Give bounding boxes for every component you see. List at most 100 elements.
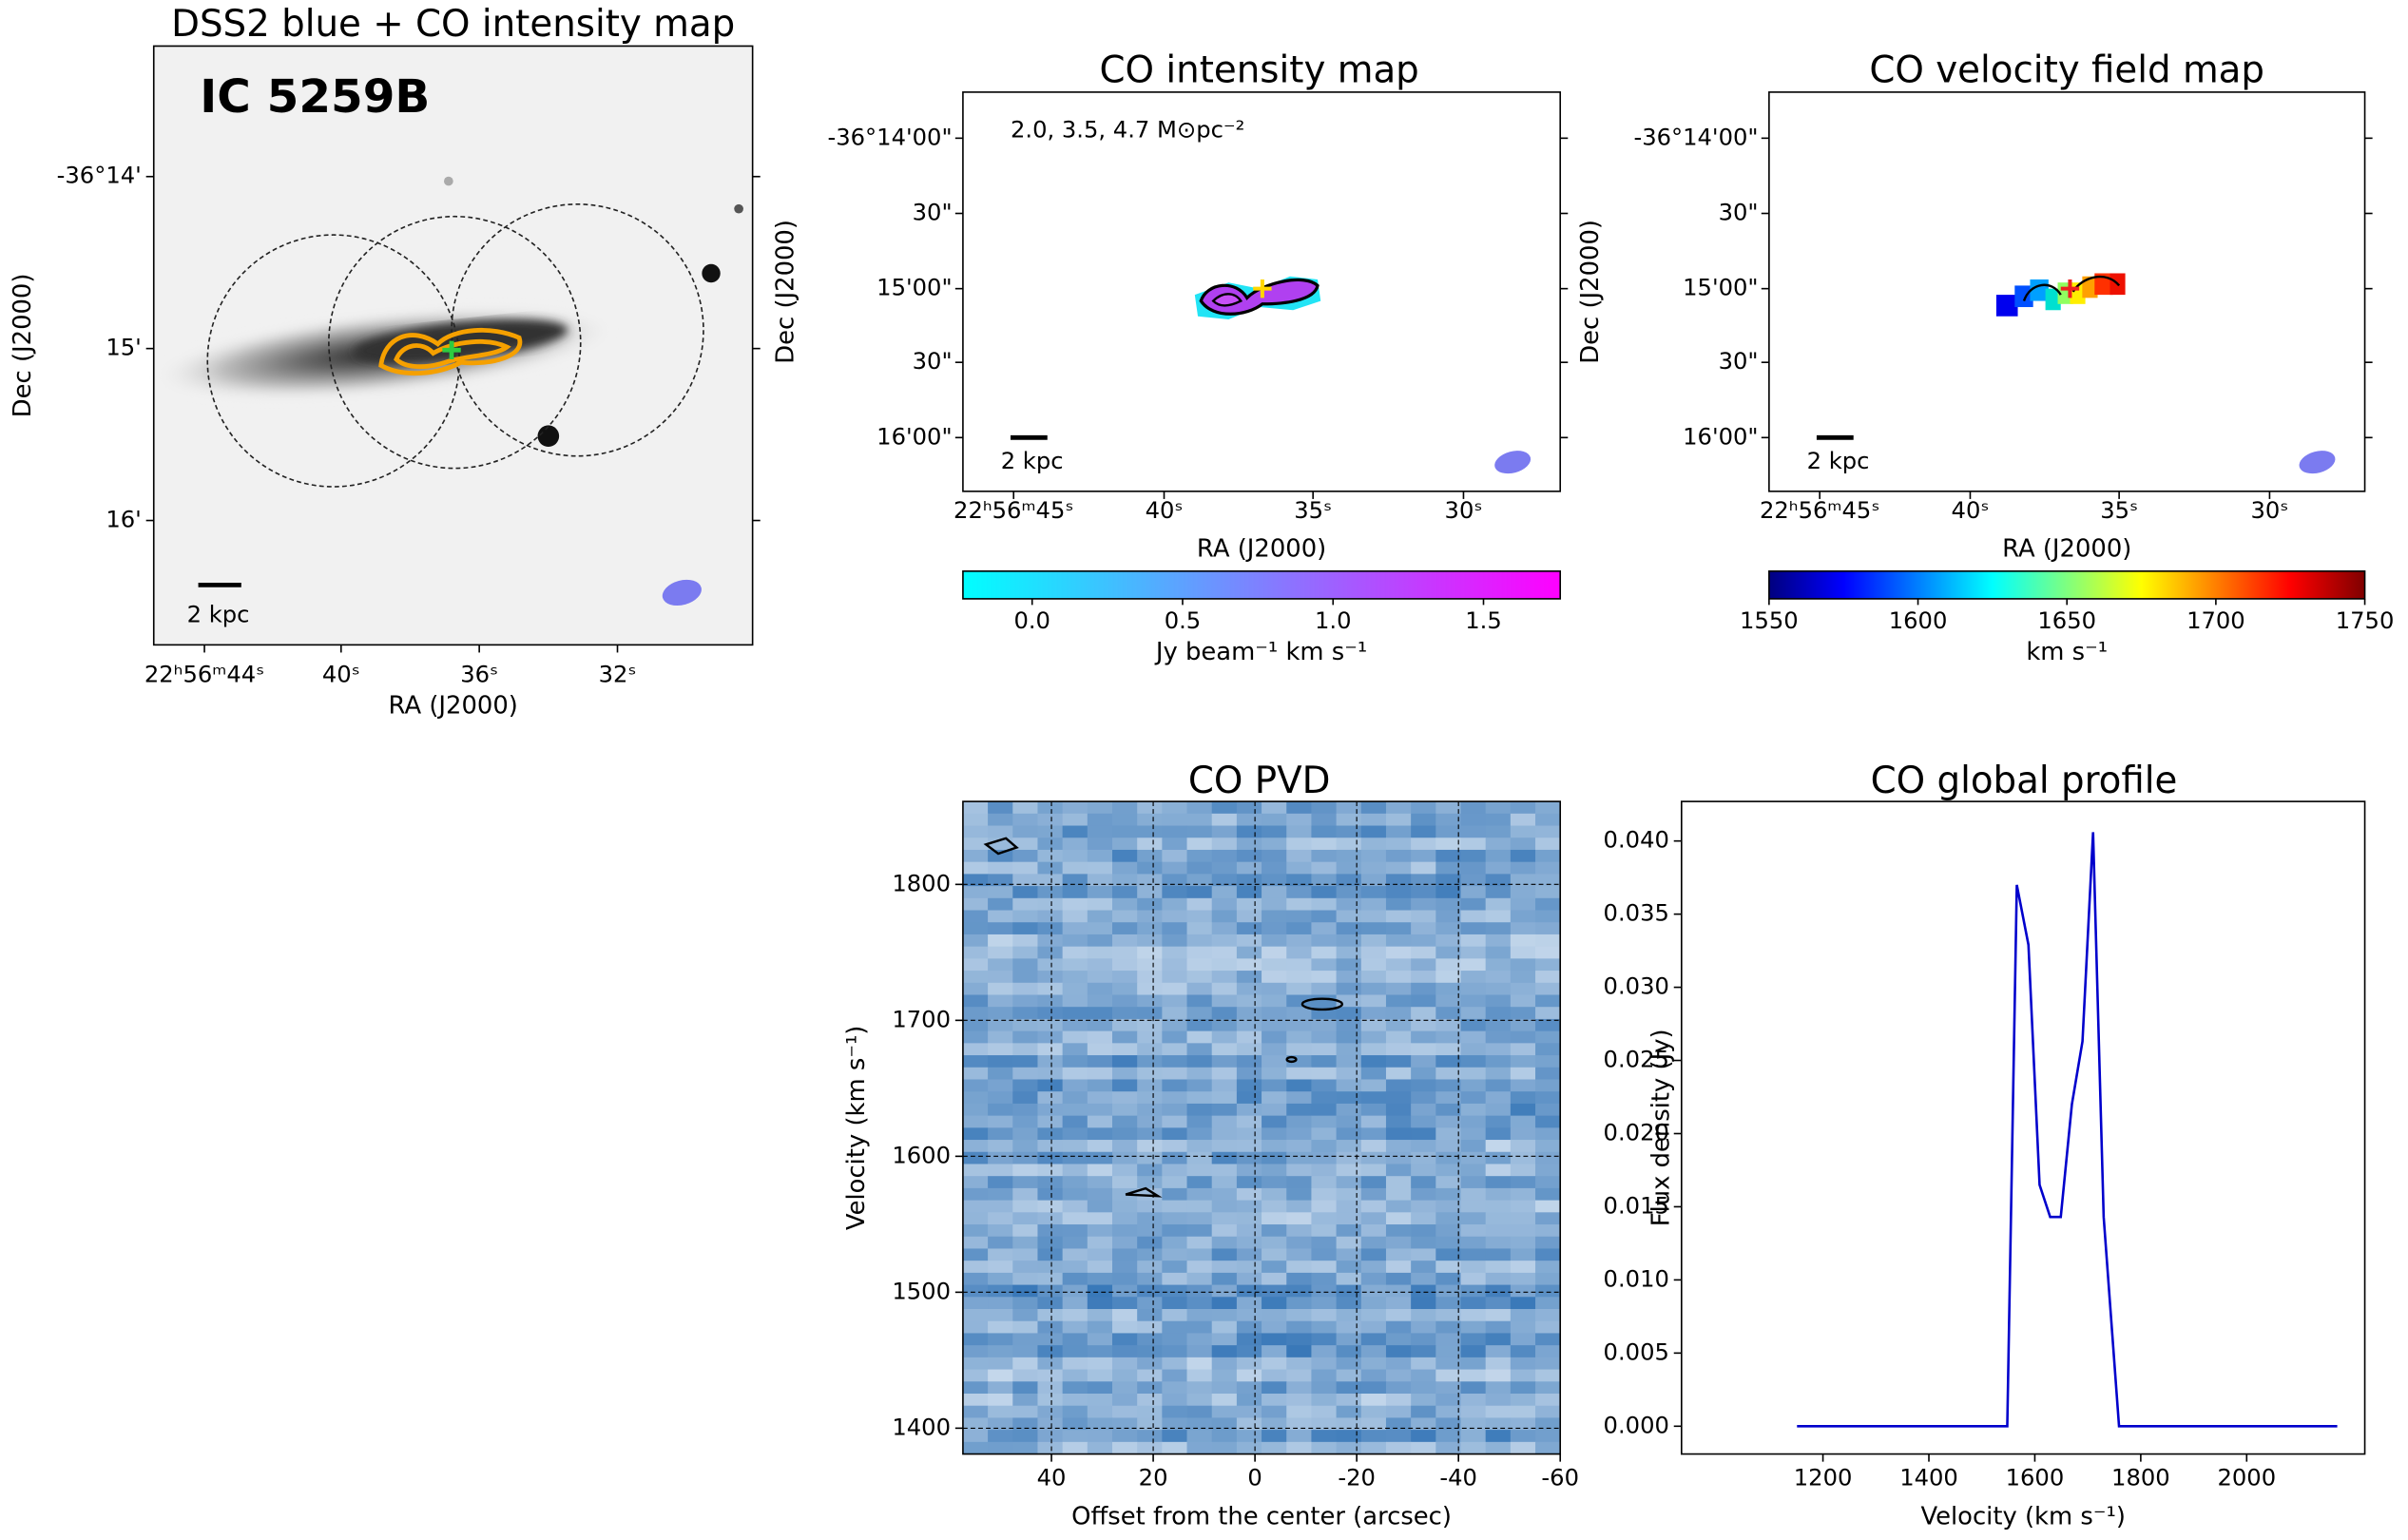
pvd-cell <box>1111 934 1138 948</box>
pvd-cell <box>1311 1381 1338 1395</box>
pvd-cell <box>1336 1103 1362 1117</box>
pvd-cell <box>1311 1187 1338 1202</box>
pvd-cell <box>1535 1261 1561 1274</box>
pvd-cell <box>1236 1357 1262 1371</box>
pvd-cell <box>1062 1018 1088 1032</box>
pvd-cell <box>1111 861 1138 875</box>
pvd-cell <box>1485 1115 1512 1128</box>
pvd-cell <box>1311 994 1338 1008</box>
pvd-cell <box>1385 1055 1412 1068</box>
pvd-cell <box>1012 910 1038 923</box>
pvd-cell <box>1286 1381 1312 1395</box>
pvd-cell <box>1460 1284 1487 1298</box>
pvd-cell <box>1336 1007 1362 1020</box>
y-tick-label: 0.025 <box>1604 1047 1669 1073</box>
pvd-cell <box>1186 849 1213 863</box>
pvd-cell <box>1360 1079 1387 1092</box>
pvd-cell <box>1012 1151 1038 1165</box>
pvd-cell <box>1211 922 1238 935</box>
pvd-cell <box>1186 1018 1213 1032</box>
pvd-cell <box>1311 1248 1338 1261</box>
pvd-cell <box>1510 1236 1536 1249</box>
x-tick-label: 35ˢ <box>2100 497 2138 524</box>
pvd-cell <box>1062 922 1088 935</box>
pvd-cell <box>1111 1055 1138 1068</box>
pvd-cell <box>1286 1357 1312 1371</box>
pvd-cell <box>1211 849 1238 863</box>
pvd-cell <box>1336 1320 1362 1334</box>
pvd-cell <box>1037 1369 1064 1382</box>
pvd-cell <box>1037 1333 1064 1346</box>
contour-levels: 2.0, 3.5, 4.7 M⊙pc⁻² <box>1011 116 1244 143</box>
pvd-cell <box>1262 1212 1287 1225</box>
pvd-cell <box>1186 1224 1213 1238</box>
pvd-cell <box>1162 1236 1188 1249</box>
pvd-cell <box>1336 946 1362 959</box>
pvd-cell <box>1385 1345 1412 1358</box>
x-tick-label: 40ˢ <box>1146 497 1184 524</box>
pvd-cell <box>1385 1381 1412 1395</box>
scale-bar-label: 2 kpc <box>187 602 250 628</box>
pvd-cell <box>1360 1272 1387 1286</box>
pvd-cell <box>1510 886 1536 899</box>
pvd-cell <box>1211 1018 1238 1032</box>
pvd-cell <box>1137 1187 1163 1202</box>
pvd-cell <box>1510 1224 1536 1238</box>
pvd-cell <box>1485 1333 1512 1346</box>
colorbar-tick-label: 0.5 <box>1165 607 1202 634</box>
pvd-cell <box>1286 874 1312 887</box>
y-tick-label: 0.040 <box>1604 827 1669 854</box>
pvd-cell <box>1336 1248 1362 1261</box>
pvd-cell <box>1012 1018 1038 1032</box>
chart-title: CO PVD <box>1188 760 1331 802</box>
pvd-cell <box>1087 946 1113 959</box>
pvd-cell <box>1385 849 1412 863</box>
pvd-cell <box>1012 1441 1038 1455</box>
pvd-cell <box>1236 971 1262 984</box>
pvd-cell <box>1062 1417 1088 1431</box>
pvd-cell <box>1111 1018 1138 1032</box>
pvd-cell <box>1311 1393 1338 1407</box>
pvd-cell <box>1286 1236 1312 1249</box>
x-tick-label: 1800 <box>2111 1464 2170 1491</box>
pvd-cell <box>1111 1248 1138 1261</box>
pvd-cell <box>1385 1043 1412 1056</box>
pvd-cell <box>1262 1417 1287 1431</box>
pvd-cell <box>1137 1030 1163 1044</box>
pvd-cell <box>1262 1236 1287 1249</box>
pvd-cell <box>1111 1224 1138 1238</box>
pvd-cell <box>1485 1176 1512 1189</box>
pvd-cell <box>1111 1441 1138 1455</box>
pvd-cell <box>1162 1103 1188 1117</box>
x-tick-label: 1600 <box>2006 1464 2065 1491</box>
pvd-cell <box>1162 946 1188 959</box>
pvd-cell <box>1162 1248 1188 1261</box>
pvd-cell <box>1236 874 1262 887</box>
pvd-cell <box>1460 1176 1487 1189</box>
pvd-cell <box>962 1405 989 1418</box>
pvd-cell <box>1311 886 1338 899</box>
pvd-cell <box>1211 1405 1238 1418</box>
pvd-cell <box>1037 874 1064 887</box>
pvd-cell <box>1236 1079 1262 1092</box>
pvd-cell <box>1510 1441 1536 1455</box>
pvd-cell <box>1162 1381 1188 1395</box>
pvd-cell <box>1186 801 1213 815</box>
pvd-cell <box>1087 1091 1113 1105</box>
pvd-cell <box>1262 1115 1287 1128</box>
pvd-cell <box>1236 1248 1262 1261</box>
pvd-cell <box>1510 1297 1536 1310</box>
pvd-cell <box>1311 1043 1338 1056</box>
pvd-cell <box>1137 971 1163 984</box>
pvd-cell <box>1286 1127 1312 1141</box>
pvd-cell <box>1236 910 1262 923</box>
pvd-cell <box>1535 1357 1561 1371</box>
pvd-cell <box>1435 1176 1461 1189</box>
chart-title: CO velocity field map <box>1869 48 2264 91</box>
y-tick-label: -36°14' <box>57 163 142 189</box>
pvd-cell <box>1535 813 1561 827</box>
pvd-cell <box>1262 1055 1287 1068</box>
pvd-cell <box>1311 897 1338 912</box>
pvd-cell <box>1137 801 1163 815</box>
pvd-cell <box>1062 1357 1088 1371</box>
